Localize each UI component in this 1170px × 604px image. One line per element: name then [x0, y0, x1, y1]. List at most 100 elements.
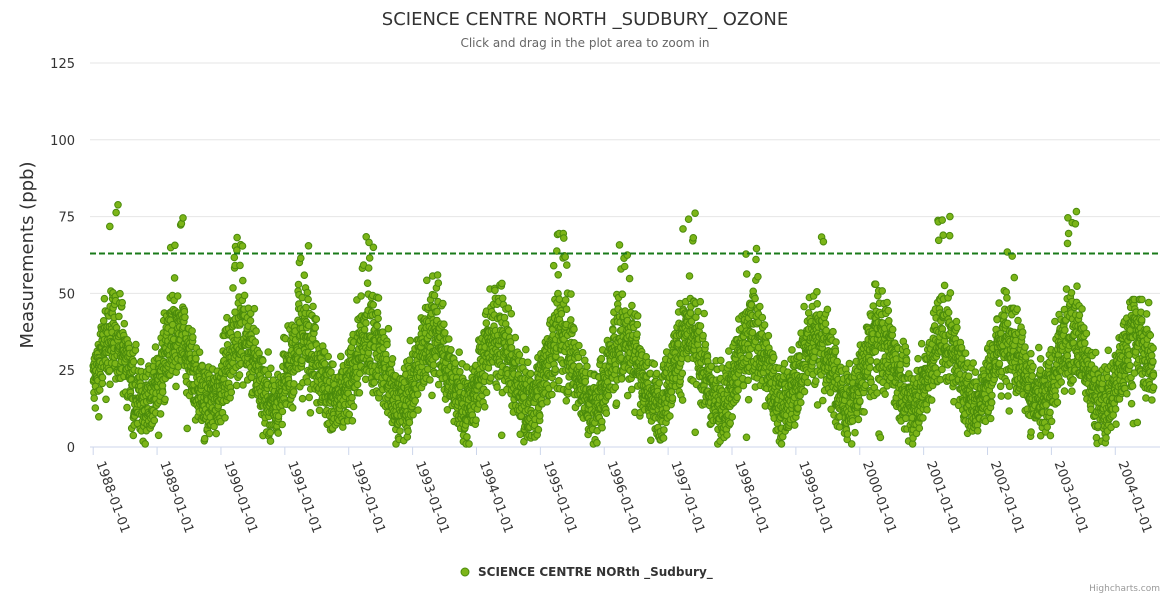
data-point[interactable]: [385, 325, 392, 332]
data-point[interactable]: [275, 430, 282, 437]
data-point[interactable]: [857, 398, 864, 405]
data-point[interactable]: [441, 321, 448, 328]
data-point[interactable]: [305, 243, 312, 250]
data-point[interactable]: [289, 405, 296, 412]
data-point[interactable]: [364, 280, 371, 287]
data-point[interactable]: [370, 244, 377, 251]
data-point[interactable]: [535, 426, 542, 433]
data-point[interactable]: [133, 341, 140, 348]
data-point[interactable]: [234, 234, 241, 241]
data-point[interactable]: [571, 326, 578, 333]
data-point[interactable]: [697, 298, 704, 305]
data-point[interactable]: [434, 308, 441, 315]
data-point[interactable]: [448, 347, 455, 354]
data-point[interactable]: [624, 392, 631, 399]
data-point[interactable]: [349, 394, 356, 401]
data-point[interactable]: [374, 323, 381, 330]
data-point[interactable]: [316, 407, 323, 414]
data-point[interactable]: [549, 391, 556, 398]
data-point[interactable]: [576, 342, 583, 349]
data-point[interactable]: [743, 271, 750, 278]
data-point[interactable]: [237, 262, 244, 269]
data-point[interactable]: [159, 383, 166, 390]
data-point[interactable]: [501, 314, 508, 321]
data-point[interactable]: [552, 366, 559, 373]
data-point[interactable]: [121, 320, 128, 327]
data-point[interactable]: [753, 245, 760, 252]
data-point[interactable]: [685, 216, 692, 223]
data-point[interactable]: [743, 434, 750, 441]
data-point[interactable]: [740, 382, 747, 389]
data-point[interactable]: [222, 415, 229, 422]
data-point[interactable]: [190, 334, 197, 341]
data-point[interactable]: [813, 378, 820, 385]
data-point[interactable]: [371, 379, 378, 386]
data-point[interactable]: [446, 336, 453, 343]
data-point[interactable]: [820, 238, 827, 245]
data-point[interactable]: [885, 307, 892, 314]
data-point[interactable]: [155, 432, 162, 439]
data-point[interactable]: [616, 242, 623, 249]
data-point[interactable]: [199, 363, 206, 370]
data-point[interactable]: [679, 370, 686, 377]
data-point[interactable]: [523, 346, 530, 353]
data-point[interactable]: [555, 272, 562, 279]
data-point[interactable]: [107, 223, 114, 230]
data-point[interactable]: [667, 413, 674, 420]
data-point[interactable]: [621, 263, 628, 270]
data-point[interactable]: [142, 441, 149, 448]
data-point[interactable]: [175, 363, 182, 370]
data-point[interactable]: [240, 277, 247, 284]
data-point[interactable]: [928, 397, 935, 404]
data-point[interactable]: [872, 281, 879, 288]
data-point[interactable]: [189, 328, 196, 335]
data-point[interactable]: [525, 359, 532, 366]
data-point[interactable]: [307, 410, 314, 417]
data-point[interactable]: [527, 370, 534, 377]
data-point[interactable]: [874, 390, 881, 397]
data-point[interactable]: [508, 310, 515, 317]
data-point[interactable]: [260, 357, 267, 364]
data-point[interactable]: [516, 352, 523, 359]
data-point[interactable]: [556, 378, 563, 385]
data-point[interactable]: [679, 397, 686, 404]
data-point[interactable]: [791, 422, 798, 429]
data-point[interactable]: [634, 313, 641, 320]
data-point[interactable]: [718, 357, 725, 364]
data-point[interactable]: [407, 337, 414, 344]
data-point[interactable]: [755, 273, 762, 280]
data-point[interactable]: [213, 430, 220, 437]
data-point[interactable]: [920, 415, 927, 422]
data-point[interactable]: [452, 360, 459, 367]
data-point[interactable]: [820, 397, 827, 404]
data-point[interactable]: [429, 392, 436, 399]
data-point[interactable]: [626, 275, 633, 282]
data-point[interactable]: [405, 428, 412, 435]
data-point[interactable]: [940, 232, 947, 239]
data-point[interactable]: [954, 324, 961, 331]
data-point[interactable]: [172, 242, 179, 249]
data-point[interactable]: [629, 302, 636, 309]
data-point[interactable]: [252, 339, 259, 346]
data-point[interactable]: [151, 417, 158, 424]
data-point[interactable]: [182, 314, 189, 321]
data-point[interactable]: [483, 389, 490, 396]
data-point[interactable]: [100, 318, 107, 325]
data-point[interactable]: [729, 414, 736, 421]
data-point[interactable]: [356, 390, 363, 397]
data-point[interactable]: [882, 391, 889, 398]
data-point[interactable]: [879, 288, 886, 295]
data-point[interactable]: [945, 309, 952, 316]
data-point[interactable]: [612, 384, 619, 391]
data-point[interactable]: [661, 427, 668, 434]
data-point[interactable]: [498, 432, 505, 439]
data-point[interactable]: [746, 352, 753, 359]
data-point[interactable]: [162, 396, 169, 403]
data-point[interactable]: [107, 381, 114, 388]
data-point[interactable]: [330, 361, 337, 368]
data-point[interactable]: [877, 434, 884, 441]
data-point[interactable]: [301, 272, 308, 279]
data-point[interactable]: [804, 379, 811, 386]
data-point[interactable]: [648, 437, 655, 444]
data-point[interactable]: [346, 411, 353, 418]
